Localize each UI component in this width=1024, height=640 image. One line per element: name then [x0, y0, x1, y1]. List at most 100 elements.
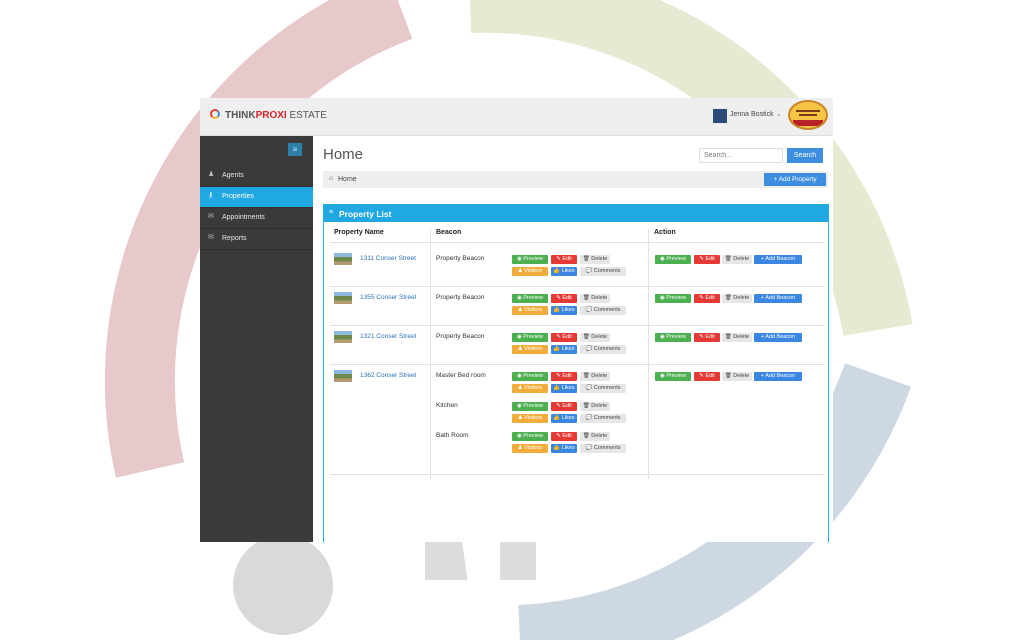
edit-button[interactable]: ✎ Edit	[551, 402, 577, 411]
visitors-button[interactable]: ♟ Visitors	[512, 345, 548, 354]
table-row-divider	[330, 364, 824, 365]
action-delete-button[interactable]: 🗑 Delete	[722, 255, 752, 264]
add-property-button[interactable]: + Add Property	[764, 173, 826, 186]
panel-header: ≡ Property List	[324, 205, 828, 222]
sidebar-item-agents[interactable]: ♟ Agents	[200, 166, 313, 187]
likes-button[interactable]: 👍 Likes	[551, 444, 577, 453]
property-name-link[interactable]: 1362 Conser Street	[360, 372, 417, 379]
search-input[interactable]	[699, 148, 783, 163]
beacon-name: Property Beacon	[436, 255, 485, 262]
preview-button[interactable]: ◉ Preview	[512, 255, 548, 264]
table-row-divider	[330, 286, 824, 287]
page-title: Home	[323, 146, 364, 163]
user-name[interactable]: Jenna Bostick	[730, 111, 774, 118]
delete-button[interactable]: 🗑 Delete	[580, 432, 610, 441]
action-preview-button[interactable]: ◉ Preview	[655, 294, 691, 303]
action-preview-button[interactable]: ◉ Preview	[655, 255, 691, 264]
likes-button[interactable]: 👍 Likes	[551, 345, 577, 354]
property-name-link[interactable]: 1355 Conser Street	[360, 294, 417, 301]
delete-button[interactable]: 🗑 Delete	[580, 402, 610, 411]
preview-button[interactable]: ◉ Preview	[512, 333, 548, 342]
comments-button[interactable]: 💬 Comments	[580, 345, 626, 354]
likes-button[interactable]: 👍 Likes	[551, 414, 577, 423]
preview-button[interactable]: ◉ Preview	[512, 432, 548, 441]
decor-dot	[233, 535, 333, 635]
visitors-button[interactable]: ♟ Visitors	[512, 444, 548, 453]
sidebar-item-properties[interactable]: ⚷ Properties	[200, 187, 313, 208]
preview-button[interactable]: ◉ Preview	[512, 402, 548, 411]
partner-logo-line	[799, 114, 817, 116]
brand-logo-icon	[210, 109, 220, 119]
action-edit-button[interactable]: ✎ Edit	[694, 333, 720, 342]
decor-ring-blue	[518, 362, 911, 640]
column-divider	[430, 229, 431, 479]
edit-button[interactable]: ✎ Edit	[551, 372, 577, 381]
comments-button[interactable]: 💬 Comments	[580, 414, 626, 423]
delete-button[interactable]: 🗑 Delete	[580, 255, 610, 264]
action-edit-button[interactable]: ✎ Edit	[694, 255, 720, 264]
action-edit-button[interactable]: ✎ Edit	[694, 294, 720, 303]
preview-button[interactable]: ◉ Preview	[512, 372, 548, 381]
chevron-down-icon[interactable]: ⌄	[776, 111, 782, 118]
menu-toggle-icon[interactable]: ≡	[288, 143, 302, 156]
table-row-divider	[330, 325, 824, 326]
visitors-button[interactable]: ♟ Visitors	[512, 306, 548, 315]
visitors-button[interactable]: ♟ Visitors	[512, 384, 548, 393]
property-thumbnail	[334, 331, 352, 343]
delete-button[interactable]: 🗑 Delete	[580, 372, 610, 381]
panel-title: Property List	[339, 209, 392, 219]
action-delete-button[interactable]: 🗑 Delete	[722, 333, 752, 342]
edit-button[interactable]: ✎ Edit	[551, 333, 577, 342]
decor-ring-red	[104, 0, 413, 478]
list-icon: ≡	[329, 209, 334, 216]
decor-dash-2	[425, 540, 461, 580]
comments-button[interactable]: 💬 Comments	[580, 306, 626, 315]
add-beacon-button[interactable]: + Add Beacon	[754, 294, 802, 303]
comments-button[interactable]: 💬 Comments	[580, 267, 626, 276]
add-beacon-button[interactable]: + Add Beacon	[754, 255, 802, 264]
brand-text-proxi: PROXI	[255, 110, 287, 121]
edit-button[interactable]: ✎ Edit	[551, 432, 577, 441]
property-thumbnail	[334, 253, 352, 265]
sidebar-item-label: Agents	[222, 172, 244, 179]
likes-button[interactable]: 👍 Likes	[551, 267, 577, 276]
edit-button[interactable]: ✎ Edit	[551, 294, 577, 303]
add-beacon-button[interactable]: + Add Beacon	[754, 372, 802, 381]
partner-logo-magnolia-homes	[788, 100, 828, 130]
delete-button[interactable]: 🗑 Delete	[580, 333, 610, 342]
action-preview-button[interactable]: ◉ Preview	[655, 333, 691, 342]
beacon-name: Property Beacon	[436, 333, 485, 340]
breadcrumb: ⌂ Home + Add Property	[323, 171, 828, 188]
sidebar-item-label: Reports	[222, 235, 247, 242]
likes-button[interactable]: 👍 Likes	[551, 384, 577, 393]
property-name-link[interactable]: 1321 Conser Street	[360, 333, 417, 340]
comments-button[interactable]: 💬 Comments	[580, 444, 626, 453]
user-avatar-icon[interactable]	[713, 109, 727, 123]
comments-button[interactable]: 💬 Comments	[580, 384, 626, 393]
main-content: Home Search ⌂ Home + Add Property ≡ Prop…	[313, 136, 833, 542]
visitors-button[interactable]: ♟ Visitors	[512, 414, 548, 423]
add-beacon-button[interactable]: + Add Beacon	[754, 333, 802, 342]
beacon-name: Property Beacon	[436, 294, 485, 301]
partner-logo-line	[796, 110, 820, 112]
action-preview-button[interactable]: ◉ Preview	[655, 372, 691, 381]
action-delete-button[interactable]: 🗑 Delete	[722, 294, 752, 303]
sidebar-item-reports[interactable]: ✉ Reports	[200, 229, 313, 250]
property-thumbnail	[334, 292, 352, 304]
brand-logo[interactable]: THINKPROXI ESTATE	[225, 110, 327, 121]
visitors-button[interactable]: ♟ Visitors	[512, 267, 548, 276]
table-header-divider	[330, 242, 824, 243]
envelope-icon: ✉	[208, 213, 214, 220]
action-edit-button[interactable]: ✎ Edit	[694, 372, 720, 381]
preview-button[interactable]: ◉ Preview	[512, 294, 548, 303]
action-delete-button[interactable]: 🗑 Delete	[722, 372, 752, 381]
search-button[interactable]: Search	[787, 148, 823, 163]
beacon-name: Master Bed room	[436, 372, 486, 379]
edit-button[interactable]: ✎ Edit	[551, 255, 577, 264]
likes-button[interactable]: 👍 Likes	[551, 306, 577, 315]
sidebar-item-appointments[interactable]: ✉ Appointments	[200, 208, 313, 229]
property-name-link[interactable]: 1311 Conser Street	[360, 255, 416, 262]
breadcrumb-home[interactable]: Home	[338, 176, 357, 183]
delete-button[interactable]: 🗑 Delete	[580, 294, 610, 303]
